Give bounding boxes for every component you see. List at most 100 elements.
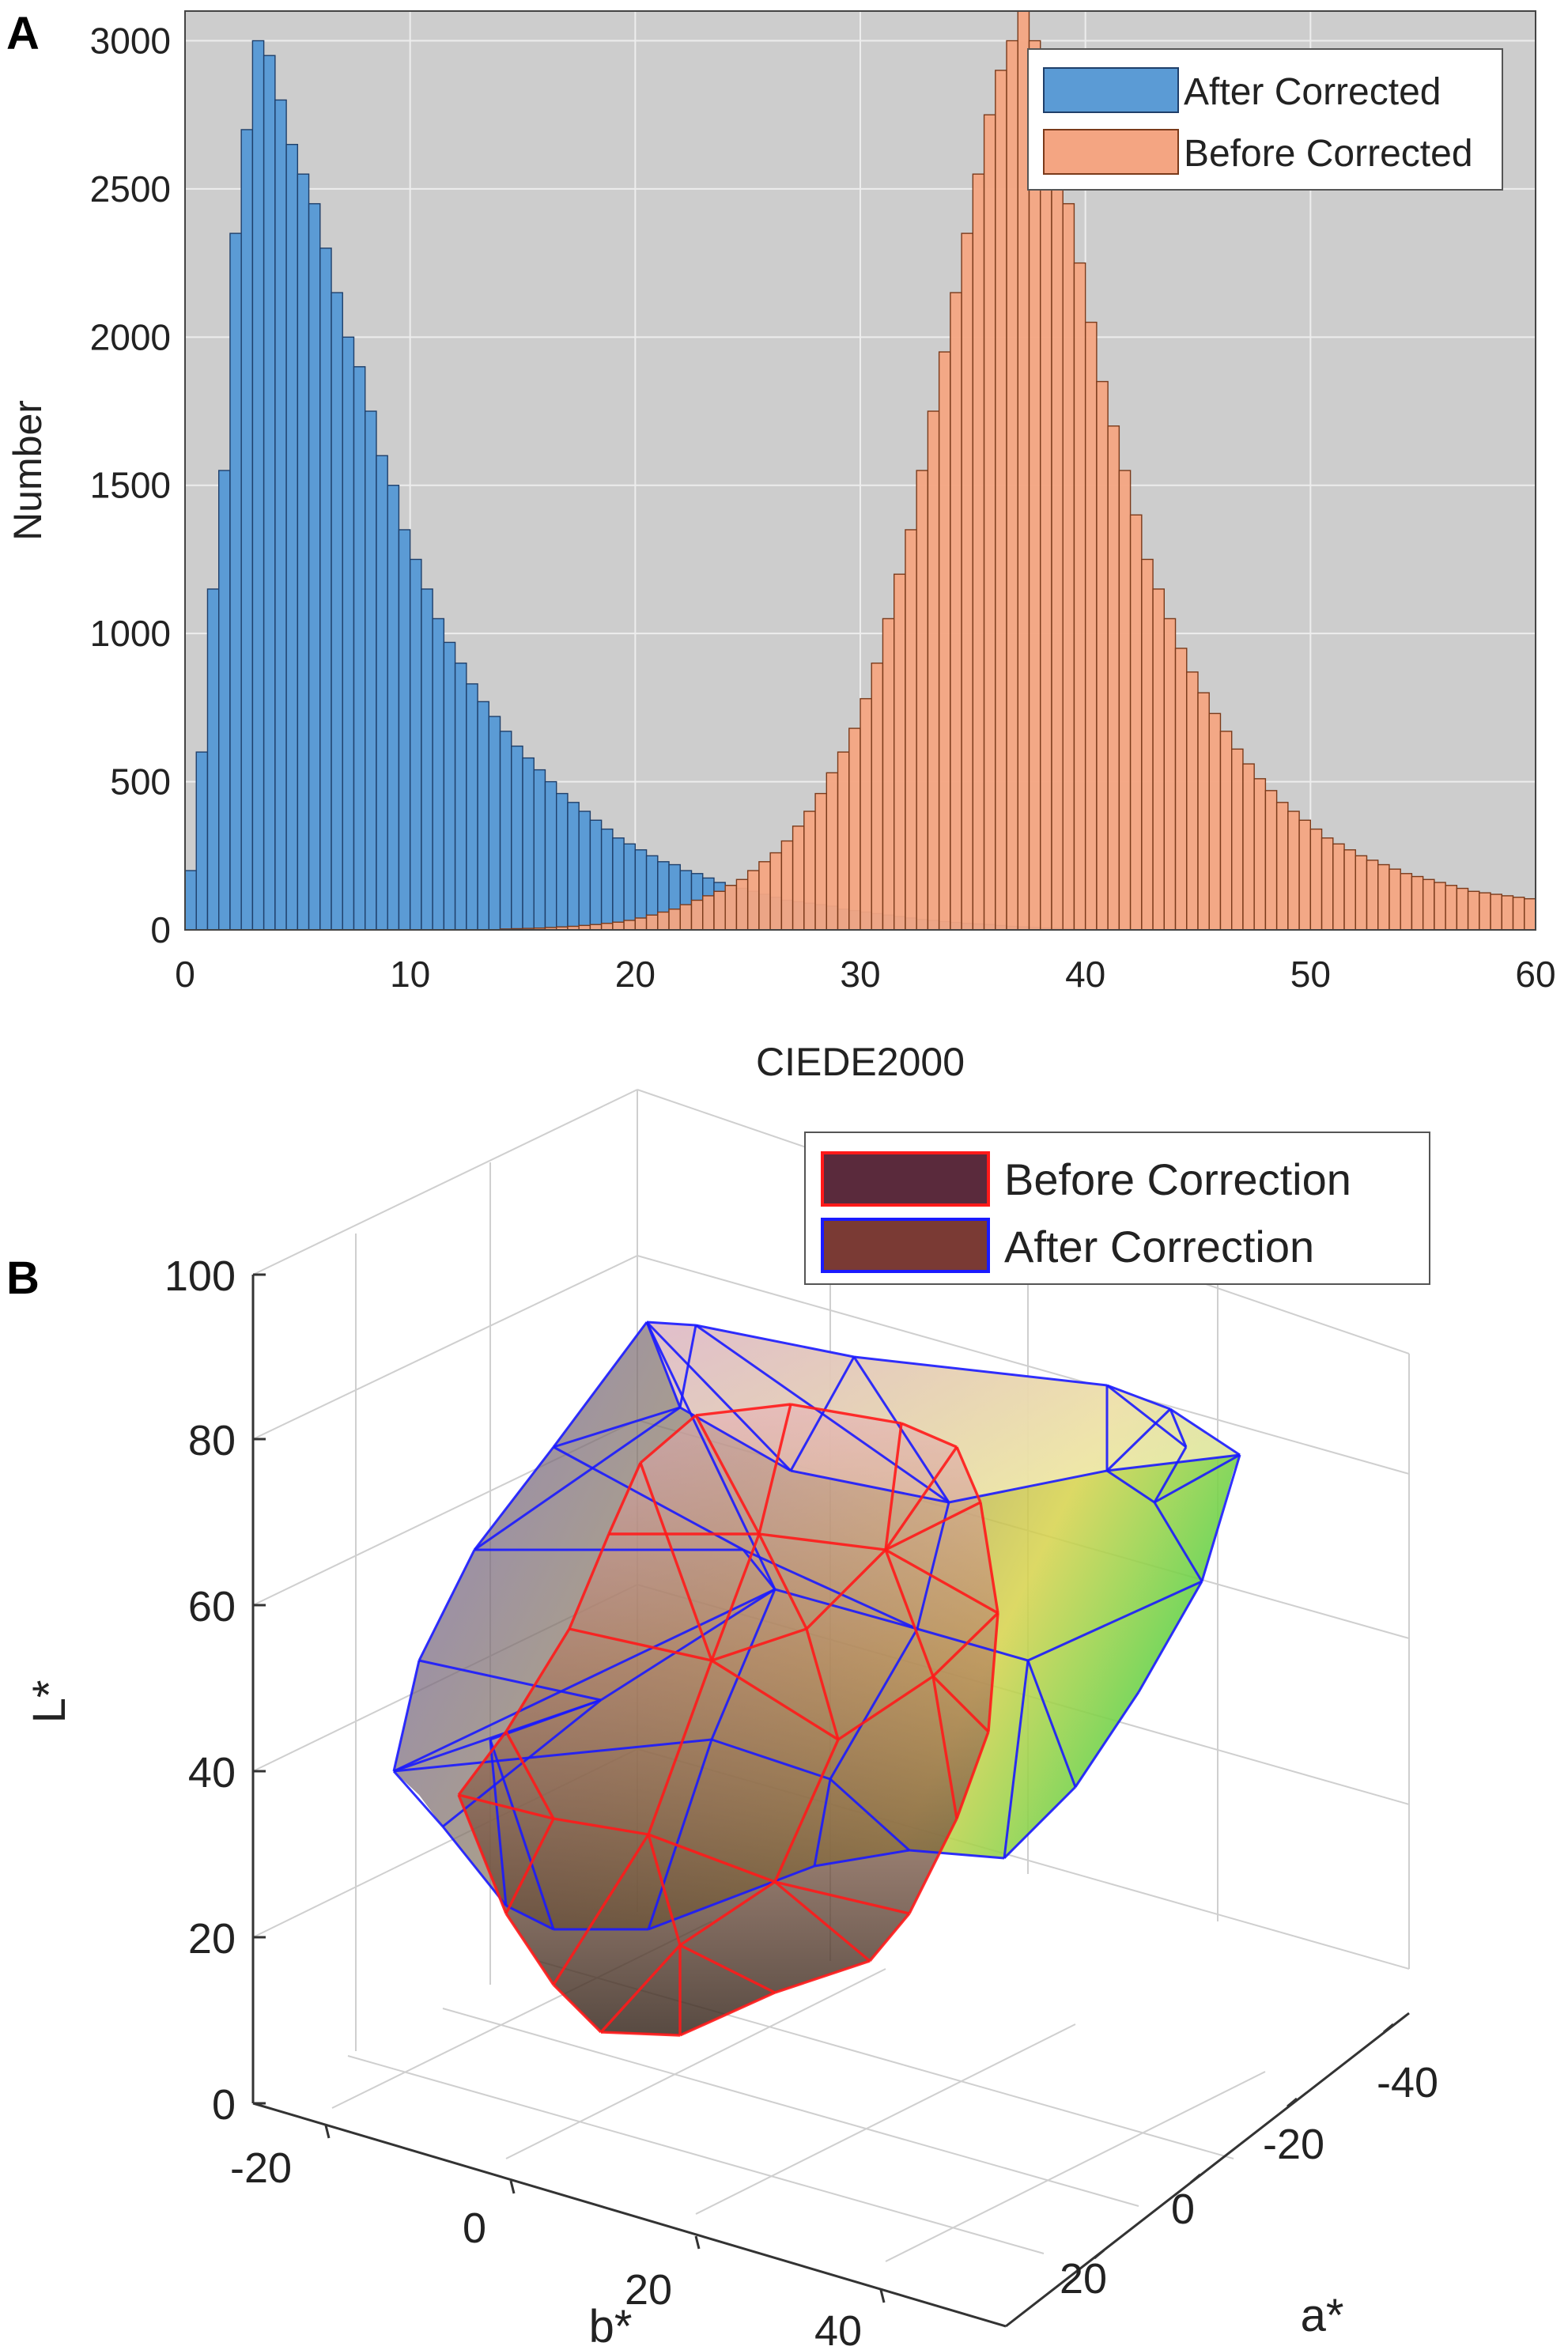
bar-before-corrected (1219, 731, 1233, 931)
l-tick-label: 40 (188, 1749, 236, 1797)
before-correction-edge (504, 1628, 571, 1732)
bar-before-corrected (746, 870, 760, 931)
before-correction-edge (955, 1731, 990, 1819)
after-correction-edge (1200, 1454, 1241, 1582)
bar-after-corrected (466, 683, 478, 931)
bar-after-corrected (331, 292, 343, 931)
bar-after-corrected (319, 247, 332, 931)
before-correction-edge (931, 1611, 999, 1678)
after-correction-edge (553, 1406, 681, 1449)
bar-before-corrected (1107, 425, 1120, 931)
bar-before-corrected (1434, 882, 1446, 931)
before-correction-edge (711, 1627, 807, 1662)
before-correction-edge (599, 1944, 682, 2034)
after-correction-edge (393, 1738, 712, 1773)
before-correction-edge (457, 1794, 508, 1914)
bar-before-corrected (1445, 885, 1458, 931)
bar-before-corrected (1186, 671, 1199, 931)
before-correction-edge (931, 1675, 990, 1733)
bar-before-corrected (623, 920, 637, 931)
bar-before-corrected (814, 792, 827, 931)
after-correction-edge (645, 1320, 792, 1472)
before-correction-edge (955, 1446, 982, 1503)
before-correction-edge (885, 1548, 999, 1615)
bar-before-corrected (950, 292, 962, 931)
before-correction-edge (790, 1403, 902, 1425)
before-correction-edge (553, 1817, 649, 1836)
bar-before-corrected (1006, 40, 1018, 931)
bar-after-corrected (297, 173, 310, 931)
legend-swatch-after-correction (821, 1218, 990, 1273)
bar-before-corrected (1298, 819, 1312, 931)
b-tick-label: 0 (463, 2205, 486, 2252)
before-correction-edge (569, 1627, 712, 1662)
after-correction-edge (916, 1627, 1029, 1662)
y-tick-labels: 0 500 1000 1500 2000 2500 3000 (90, 20, 171, 950)
l-tick-label: 60 (188, 1583, 236, 1630)
b-tick-label: 40 (814, 2307, 862, 2350)
after-correction-edge (774, 1588, 918, 1630)
before-correction-edge (773, 1880, 871, 1963)
bar-after-corrected (195, 751, 209, 931)
before-correction-edge (457, 1730, 508, 1797)
bar-before-corrected (905, 529, 917, 931)
after-correction-edge (489, 1698, 602, 1741)
before-correction-edge (504, 1818, 555, 1914)
before-correction-edge (711, 1659, 839, 1741)
after-correction-edge (1137, 1581, 1203, 1693)
x-tick-label: 10 (390, 954, 430, 995)
after-correction-edge (474, 1406, 681, 1551)
x-tick-label: 20 (615, 954, 656, 995)
before-correction-edge (774, 1880, 910, 1915)
bar-before-corrected (1051, 143, 1064, 931)
before-correction-edge (931, 1676, 958, 1819)
before-correction-edge (679, 1880, 776, 1947)
bar-before-corrected (1343, 849, 1356, 931)
after-correction-edge (916, 1502, 950, 1630)
bar-before-corrected (1287, 810, 1300, 931)
x-tick-labels: 0 10 20 30 40 50 60 (175, 954, 1555, 995)
bar-before-corrected (860, 697, 872, 931)
bar-before-corrected (690, 899, 704, 931)
after-correction-edge (505, 1904, 554, 1931)
bar-before-corrected (1389, 868, 1401, 931)
after-correction-edge (695, 1324, 855, 1358)
bar-before-corrected (1321, 837, 1334, 931)
bar-before-corrected (1253, 778, 1267, 931)
bar-after-corrected (342, 336, 355, 931)
after-correction-edge (1027, 1580, 1203, 1662)
bar-before-corrected (1275, 802, 1289, 931)
before-correction-edge (648, 1833, 776, 1883)
after-correction-edge (489, 1739, 555, 1930)
after-correction-edge (441, 1826, 508, 1906)
bar-after-corrected (477, 701, 489, 931)
bar-after-corrected (578, 810, 591, 931)
bar-before-corrected (1084, 321, 1098, 931)
y-tick-label: 2500 (90, 168, 171, 210)
y-tick-label: 1500 (90, 465, 171, 506)
bar-after-corrected (454, 662, 467, 931)
bar-before-corrected (600, 923, 614, 931)
before-correction-edge (884, 1446, 958, 1551)
legend-label-before-correction: Before Correction (1004, 1154, 1351, 1204)
bar-after-corrected (308, 202, 321, 931)
bar-before-corrected (679, 904, 693, 931)
bar-after-corrected (285, 143, 299, 931)
after-correction-edge (1105, 1407, 1172, 1472)
bar-after-corrected (376, 455, 388, 931)
before-correction-edge (805, 1548, 887, 1630)
bar-after-corrected (623, 843, 637, 931)
bar-before-corrected (1377, 863, 1390, 931)
before-correction-edge (774, 1959, 871, 1994)
b-axis-label: b* (589, 2301, 633, 2350)
after-correction-edge (1169, 1407, 1241, 1456)
bar-before-corrected (1242, 763, 1255, 931)
legend-swatch-after (1043, 67, 1179, 113)
after-correction-edge (552, 1321, 648, 1448)
gamut-3d-chart: 0 20 40 60 80 100 -20 0 20 40 20 0 -20 -40 L* b* a*… (24, 1089, 1438, 2350)
bar-before-corrected (938, 351, 951, 931)
bar-before-corrected (1163, 618, 1177, 931)
bar-before-corrected (724, 885, 738, 931)
x-tick-label: 60 (1515, 954, 1555, 995)
bar-before-corrected (1400, 873, 1413, 931)
